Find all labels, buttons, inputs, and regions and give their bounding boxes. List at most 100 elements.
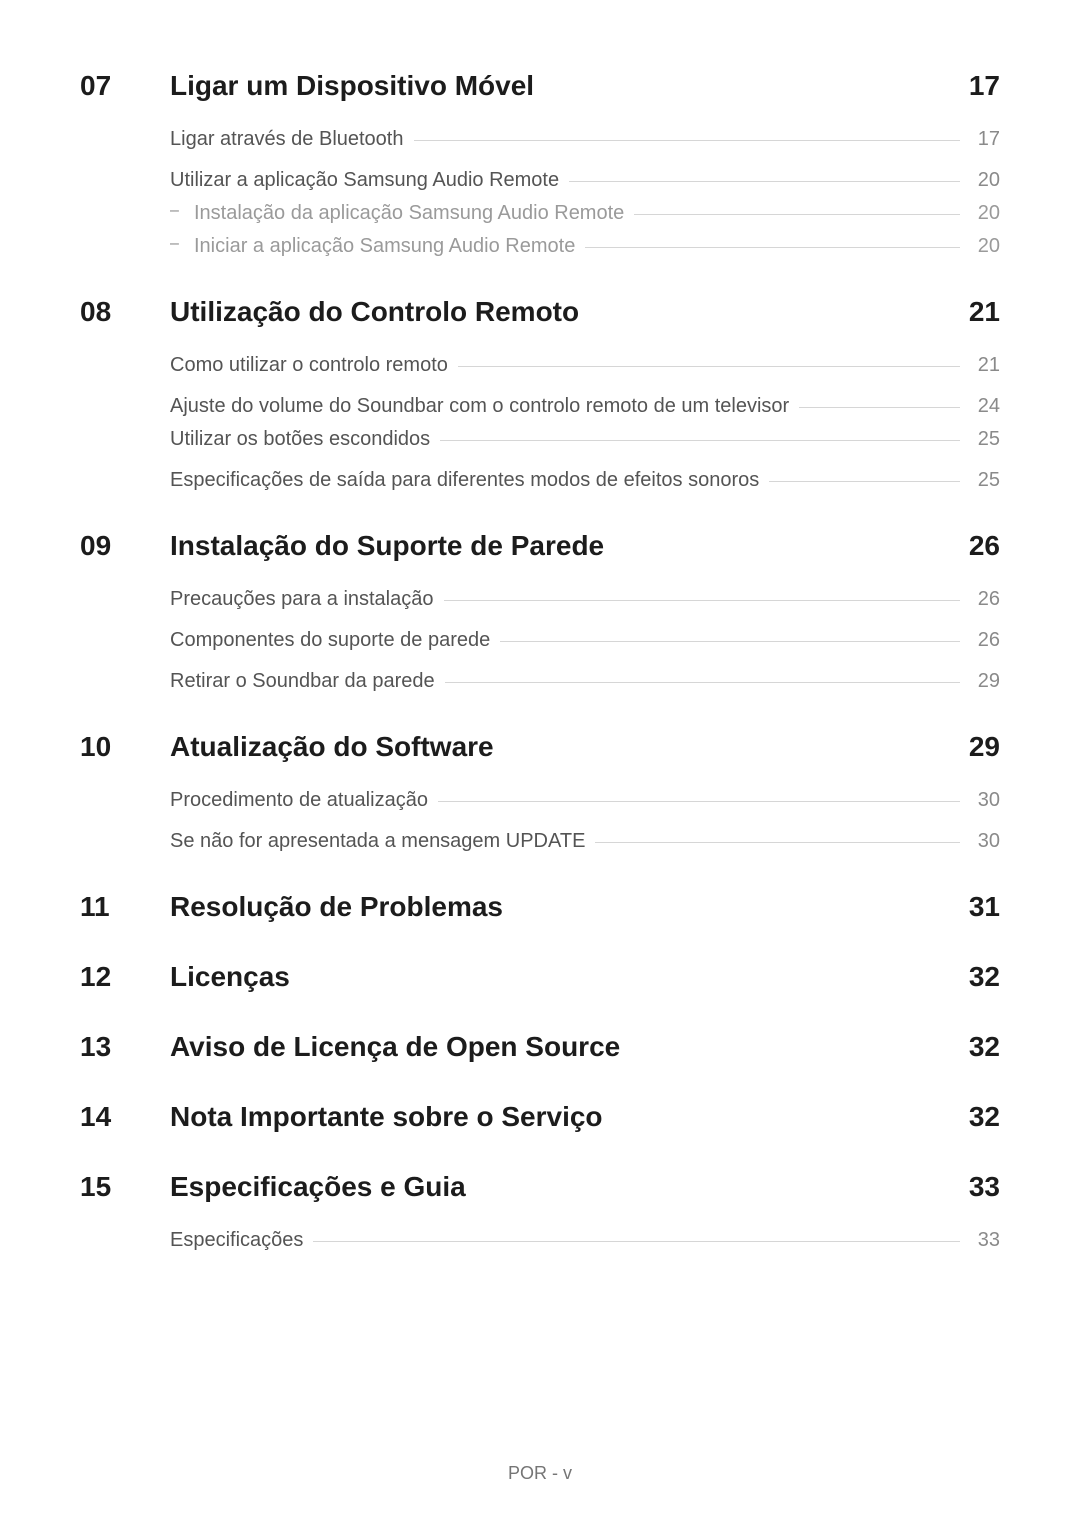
toc-page: 07 Ligar um Dispositivo Móvel 17 Ligar a… [0,0,1080,1532]
page-footer: POR - v [0,1463,1080,1484]
entry-block: Retirar o Soundbar da parede 29 [170,670,1000,693]
dash-icon: – [170,235,179,253]
toc-entry[interactable]: Especificações de saída para diferentes … [170,469,1000,492]
section-09-page: 26 [969,530,1000,562]
leader-line [769,481,960,482]
section-10-heading[interactable]: 10 Atualização do Software 29 [80,731,1000,763]
toc-subentry[interactable]: – Instalação da aplicação Samsung Audio … [170,202,1000,225]
section-08-page: 21 [969,296,1000,328]
entry-block: Se não for apresentada a mensagem UPDATE… [170,830,1000,853]
entry-text: Como utilizar o controlo remoto [170,354,448,377]
toc-entry[interactable]: Utilizar a aplicação Samsung Audio Remot… [170,169,1000,192]
toc-entry[interactable]: Utilizar os botões escondidos 25 [170,428,1000,451]
section-15-heading[interactable]: 15 Especificações e Guia 33 [80,1171,1000,1203]
section-10: 10 Atualização do Software 29 Procedimen… [80,731,1000,853]
entry-text: Utilizar os botões escondidos [170,428,430,451]
toc-entry[interactable]: Se não for apresentada a mensagem UPDATE… [170,830,1000,853]
entry-text: Se não for apresentada a mensagem UPDATE [170,830,585,853]
entry-text: Componentes do suporte de parede [170,629,490,652]
entry-block: Especificações de saída para diferentes … [170,469,1000,492]
section-10-entries: Procedimento de atualização 30 Se não fo… [170,789,1000,853]
leader-line [799,407,960,408]
section-12-page: 32 [969,961,1000,993]
section-07: 07 Ligar um Dispositivo Móvel 17 Ligar a… [80,70,1000,258]
leader-line [458,366,960,367]
leader-line [500,641,960,642]
section-15: 15 Especificações e Guia 33 Especificaçõ… [80,1171,1000,1252]
section-12-title: Licenças [170,961,969,993]
entry-text: Utilizar a aplicação Samsung Audio Remot… [170,169,559,192]
entry-block: Ajuste do volume do Soundbar com o contr… [170,395,1000,451]
section-12-heading[interactable]: 12 Licenças 32 [80,961,1000,993]
leader-line [440,440,960,441]
entry-page: 20 [970,235,1000,258]
section-08: 08 Utilização do Controlo Remoto 21 Como… [80,296,1000,492]
toc-entry[interactable]: Especificações 33 [170,1229,1000,1252]
section-15-title: Especificações e Guia [170,1171,969,1203]
entry-block: Especificações 33 [170,1229,1000,1252]
entry-page: 26 [970,629,1000,652]
section-07-page: 17 [969,70,1000,102]
section-11-page: 31 [969,891,1000,923]
entry-page: 20 [970,169,1000,192]
entry-text: Ajuste do volume do Soundbar com o contr… [170,395,789,418]
entry-page: 26 [970,588,1000,611]
section-10-page: 29 [969,731,1000,763]
leader-line [438,801,960,802]
entry-page: 25 [970,469,1000,492]
toc-subentry[interactable]: – Iniciar a aplicação Samsung Audio Remo… [170,235,1000,258]
entry-page: 29 [970,670,1000,693]
section-14-page: 32 [969,1101,1000,1133]
section-13-page: 32 [969,1031,1000,1063]
section-15-page: 33 [969,1171,1000,1203]
section-13-heading[interactable]: 13 Aviso de Licença de Open Source 32 [80,1031,1000,1063]
entry-block: Ligar através de Bluetooth 17 [170,128,1000,151]
entry-text: Instalação da aplicação Samsung Audio Re… [194,202,624,225]
entry-page: 30 [970,830,1000,853]
section-11-heading[interactable]: 11 Resolução de Problemas 31 [80,891,1000,923]
toc-entry[interactable]: Componentes do suporte de parede 26 [170,629,1000,652]
entry-page: 20 [970,202,1000,225]
entry-block: Precauções para a instalação 26 [170,588,1000,611]
section-08-heading[interactable]: 08 Utilização do Controlo Remoto 21 [80,296,1000,328]
section-14-number: 14 [80,1101,170,1133]
entry-text: Procedimento de atualização [170,789,428,812]
section-08-title: Utilização do Controlo Remoto [170,296,969,328]
entry-text: Precauções para a instalação [170,588,434,611]
section-09: 09 Instalação do Suporte de Parede 26 Pr… [80,530,1000,693]
section-15-entries: Especificações 33 [170,1229,1000,1252]
leader-line [414,140,961,141]
entry-page: 24 [970,395,1000,418]
leader-line [569,181,960,182]
entry-page: 33 [970,1229,1000,1252]
toc-entry[interactable]: Ajuste do volume do Soundbar com o contr… [170,395,1000,418]
entry-text: Ligar através de Bluetooth [170,128,404,151]
section-07-title: Ligar um Dispositivo Móvel [170,70,969,102]
section-07-heading[interactable]: 07 Ligar um Dispositivo Móvel 17 [80,70,1000,102]
section-09-entries: Precauções para a instalação 26 Componen… [170,588,1000,693]
leader-line [445,682,960,683]
section-10-number: 10 [80,731,170,763]
entry-page: 21 [970,354,1000,377]
toc-entry[interactable]: Precauções para a instalação 26 [170,588,1000,611]
leader-line [634,214,960,215]
toc-entry[interactable]: Retirar o Soundbar da parede 29 [170,670,1000,693]
entry-block: Procedimento de atualização 30 [170,789,1000,812]
section-09-heading[interactable]: 09 Instalação do Suporte de Parede 26 [80,530,1000,562]
toc-entry[interactable]: Como utilizar o controlo remoto 21 [170,354,1000,377]
section-14-heading[interactable]: 14 Nota Importante sobre o Serviço 32 [80,1101,1000,1133]
section-08-number: 08 [80,296,170,328]
toc-entry[interactable]: Procedimento de atualização 30 [170,789,1000,812]
leader-line [595,842,960,843]
section-14: 14 Nota Importante sobre o Serviço 32 [80,1101,1000,1133]
toc-entry[interactable]: Ligar através de Bluetooth 17 [170,128,1000,151]
section-07-number: 07 [80,70,170,102]
dash-icon: – [170,202,179,220]
section-13-number: 13 [80,1031,170,1063]
entry-text: Especificações [170,1229,303,1252]
leader-line [585,247,960,248]
section-15-number: 15 [80,1171,170,1203]
section-09-title: Instalação do Suporte de Parede [170,530,969,562]
section-08-entries: Como utilizar o controlo remoto 21 Ajust… [170,354,1000,492]
section-11-title: Resolução de Problemas [170,891,969,923]
